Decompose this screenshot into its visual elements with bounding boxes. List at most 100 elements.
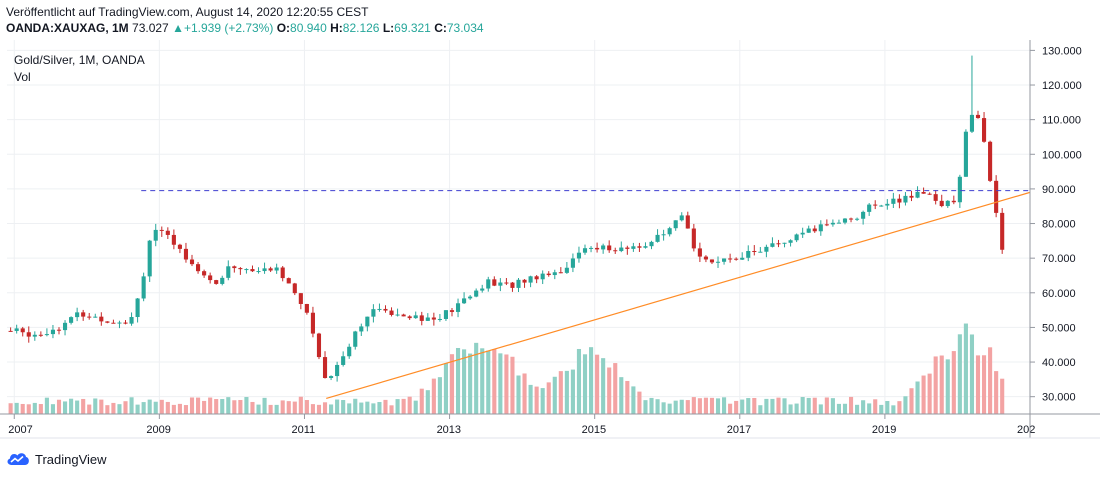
candle-body [335, 364, 340, 377]
candle [268, 266, 273, 273]
volume-bar [244, 397, 249, 414]
tradingview-brand: TradingView [35, 451, 107, 467]
volume-bar [129, 397, 134, 414]
candle-body [359, 326, 364, 332]
candle-body [377, 308, 382, 310]
candle [123, 320, 128, 325]
volume-bar [988, 347, 993, 414]
candle-body [709, 259, 715, 263]
candle-body [316, 333, 322, 358]
volume-bar [945, 359, 950, 414]
candle [818, 220, 823, 236]
candle-body [679, 215, 684, 221]
candle [522, 279, 527, 288]
candle-body [734, 258, 739, 260]
candle-body [927, 193, 932, 195]
volume-bar [897, 401, 902, 414]
volume-bar [848, 396, 854, 414]
candle [44, 328, 49, 337]
candle [292, 282, 297, 296]
volume-bar [105, 405, 110, 414]
volume-bar [649, 397, 654, 414]
candle-body [232, 266, 237, 269]
candle [449, 307, 455, 317]
candle [316, 332, 322, 360]
volume-bar [455, 347, 461, 414]
volume-bar [679, 399, 684, 414]
candle-body [292, 283, 297, 294]
tradingview-logo[interactable]: TradingView [6, 451, 107, 467]
candle [969, 55, 975, 134]
candle [183, 242, 189, 263]
candle [800, 227, 805, 238]
candle-body [286, 278, 291, 284]
candle [963, 129, 968, 177]
candle-body [691, 228, 696, 249]
candle-body [202, 271, 207, 276]
candle-body [504, 282, 509, 284]
candle [322, 351, 328, 379]
candle-body [909, 195, 914, 198]
candle [806, 225, 811, 233]
candle-body [969, 114, 975, 132]
volume-bar [20, 403, 25, 414]
candle [425, 313, 430, 322]
volume-bar [220, 399, 225, 414]
volume-bar [842, 403, 848, 414]
candle-body [643, 246, 648, 248]
candle-body [492, 279, 497, 286]
volume-bar [159, 399, 164, 414]
candle [728, 253, 733, 263]
volume-bar [226, 397, 231, 414]
candlesticks [8, 55, 1005, 382]
volume-bar [788, 404, 793, 414]
candle [1000, 208, 1005, 254]
candle [443, 310, 449, 321]
volume-bar [891, 405, 896, 414]
candle-body [20, 328, 25, 333]
candle [486, 276, 491, 292]
candle-body [655, 234, 660, 242]
candle-body [135, 298, 140, 318]
candle [637, 242, 642, 252]
candle [232, 265, 237, 273]
volume-bar [540, 388, 545, 414]
candle-body [558, 272, 563, 274]
candle-body [244, 269, 249, 271]
candle-body [510, 282, 515, 288]
volume-bar [951, 351, 956, 414]
candle-body [776, 243, 781, 245]
volume-bar [867, 403, 872, 414]
volume-bar [631, 386, 636, 414]
volume-bar [353, 398, 358, 414]
volume-bar [715, 398, 721, 414]
candle [81, 309, 86, 321]
candle [401, 313, 406, 317]
candle [927, 192, 932, 195]
volume-bar [238, 399, 243, 414]
candle-body [14, 328, 19, 331]
volume-bar [232, 400, 237, 414]
volume-bar [570, 369, 575, 414]
candle-body [994, 180, 999, 213]
volume-bar [927, 373, 932, 414]
candle [462, 292, 467, 304]
candle-body [26, 332, 31, 337]
candle-body [673, 220, 678, 229]
candle-body [329, 376, 334, 379]
volume-bar [703, 397, 708, 414]
candle [981, 112, 987, 143]
volume-bar [50, 404, 56, 414]
candle [389, 307, 394, 317]
candle [655, 229, 660, 243]
candle [341, 351, 346, 367]
candle [347, 343, 352, 359]
candle-body [570, 258, 575, 268]
candle-body [304, 303, 309, 313]
candle-body [171, 234, 176, 245]
candle [492, 276, 497, 287]
volume-bar [957, 334, 962, 414]
candle-body [250, 269, 255, 272]
volume-bar [921, 375, 926, 414]
